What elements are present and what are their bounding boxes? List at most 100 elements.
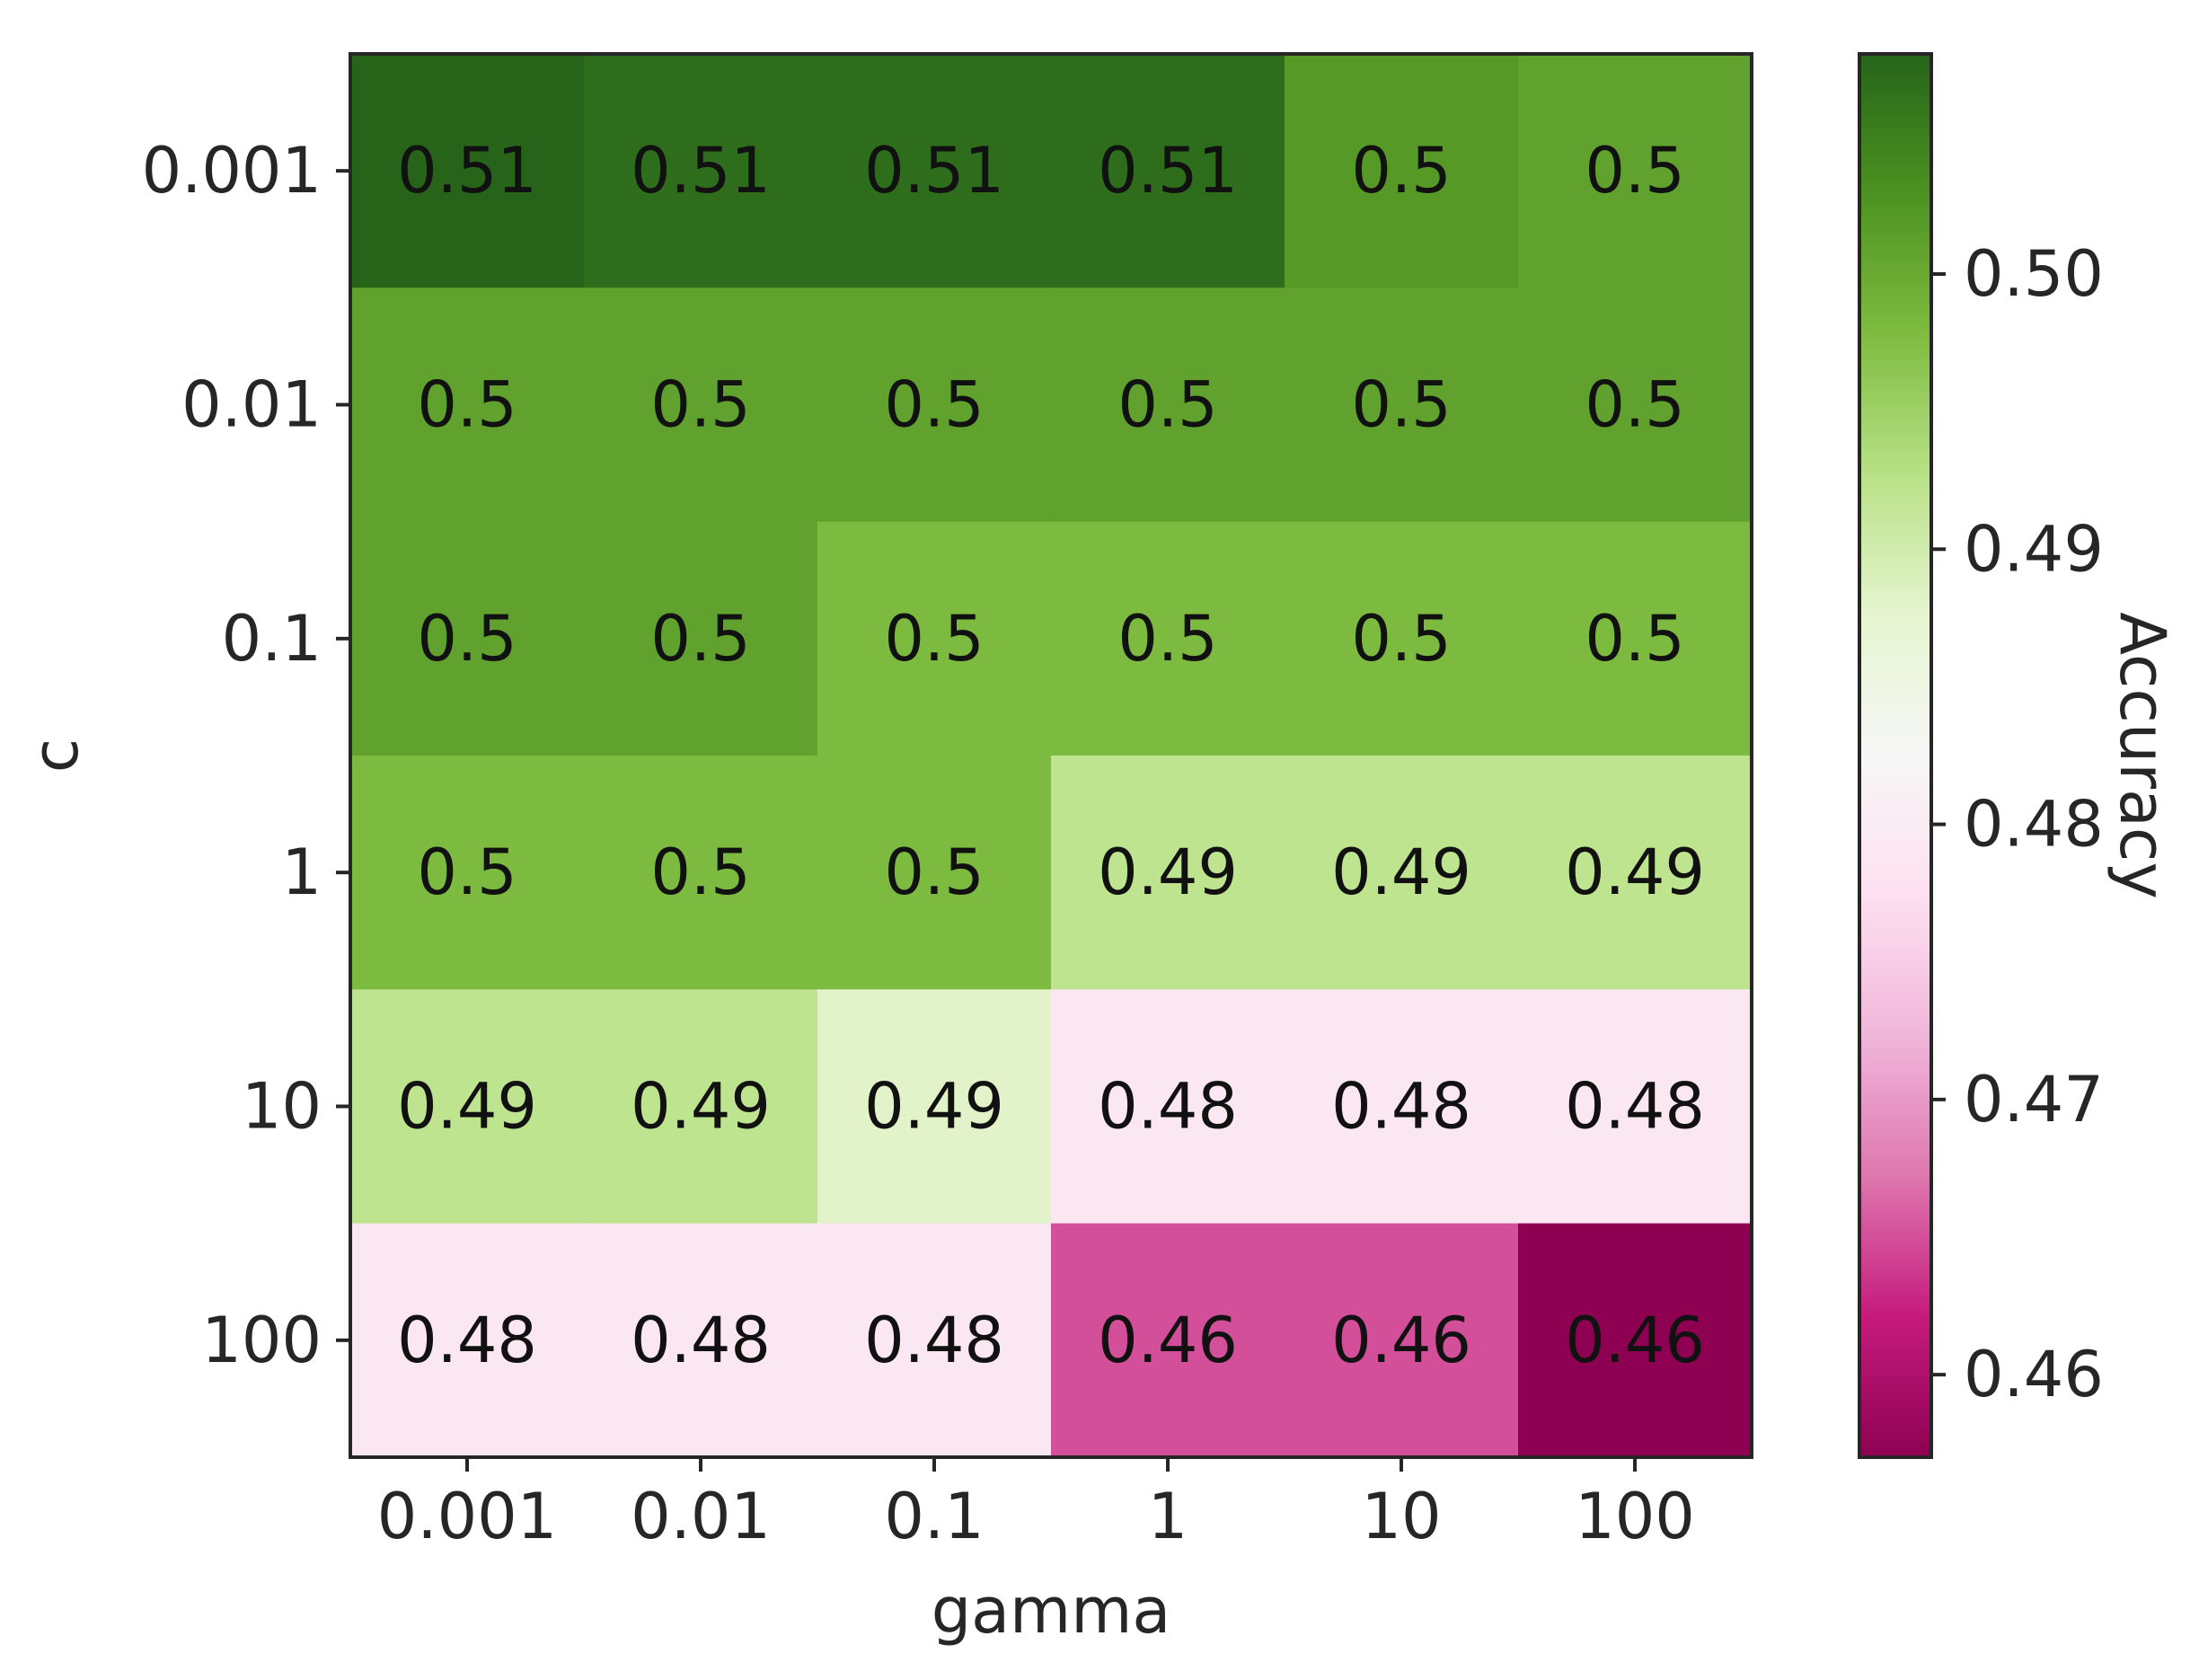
heatmap-cell [1285,54,1519,288]
x-tick-label: 0.1 [884,1480,984,1553]
heatmap-cell [350,756,585,990]
cell-value-label: 0.5 [1117,602,1217,676]
cell-value-label: 0.49 [864,1070,1004,1144]
plot-frame [349,52,1753,1459]
cell-value-label: 0.5 [1351,602,1451,676]
heatmap-cell [1051,989,1285,1225]
cell-value-label: 0.5 [1585,602,1684,676]
heatmap-cell [1285,989,1519,1225]
heatmap-cell [1285,756,1519,990]
heatmap-cell [1285,1223,1519,1458]
cell-value-label: 0.5 [417,368,517,442]
x-axis-label: gamma [932,1574,1171,1648]
cell-value-label: 0.49 [1098,836,1238,909]
cell-value-label: 0.5 [1585,368,1684,442]
colorbar-gradient [1858,52,1933,1459]
heatmap-cell [1285,521,1519,756]
cell-value-label: 0.48 [397,1304,537,1377]
heatmap-cell [1285,287,1519,523]
heatmap-cell [817,756,1052,990]
x-tick-label: 0.001 [377,1480,557,1553]
heatmap-cell [1518,287,1753,523]
cell-value-label: 0.5 [884,836,984,909]
cell-value-label: 0.5 [884,602,984,676]
heatmap-cells [350,54,1753,1458]
cell-value-label: 0.5 [417,836,517,909]
heatmap-cell [817,54,1052,288]
heatmap-cell [817,1223,1052,1458]
cell-value-label: 0.48 [1565,1070,1705,1144]
cell-value-label: 0.48 [1331,1070,1471,1144]
cell-value-label: 0.49 [1331,836,1471,909]
heatmap-cell [584,756,818,990]
heatmap-cell [350,1223,585,1458]
cell-value-label: 0.5 [1351,368,1451,442]
heatmap-cell [584,287,818,523]
heatmap-cell [584,989,818,1225]
heatmap-cell [1051,756,1285,990]
cell-value-label: 0.48 [1098,1070,1238,1144]
colorbar-tick-label: 0.49 [1964,512,2104,586]
heatmap-cell [1518,521,1753,756]
heatmap-cell [817,521,1052,756]
heatmap-cell [584,54,818,288]
cell-value-label: 0.51 [631,134,771,208]
y-tick-label: 100 [201,1304,322,1377]
x-tick-label: 100 [1575,1480,1695,1553]
cell-value-label: 0.49 [631,1070,771,1144]
heatmap-cell [584,521,818,756]
colorbar-tick-label: 0.46 [1964,1338,2104,1411]
heatmap-cell [1518,989,1753,1225]
heatmap-cell [350,54,585,288]
x-tick-label: 1 [1148,1480,1188,1553]
x-tick-label: 0.01 [631,1480,771,1553]
heatmap-cell [1518,756,1753,990]
cell-value-label: 0.5 [1351,134,1451,208]
y-tick-label: 10 [242,1070,322,1144]
cell-value-label: 0.5 [650,836,750,909]
heatmap-cell [1051,54,1285,288]
heatmap-cell [1518,54,1753,288]
colorbar: 0.46 0.47 0.48 0.49 0.50 Accuracy [1858,52,2179,1459]
heatmap-cell [817,287,1052,523]
colorbar-tick-label: 0.48 [1964,788,2104,862]
y-tick-label: 1 [281,836,322,909]
x-tick-label: 10 [1361,1480,1441,1553]
y-tick-label: 0.1 [222,602,322,676]
cell-value-label: 0.5 [650,602,750,676]
y-tick-label: 0.01 [181,368,322,442]
cell-value-label: 0.46 [1331,1304,1471,1377]
cell-value-label: 0.5 [1585,134,1684,208]
cell-value-label: 0.48 [631,1304,771,1377]
cell-value-label: 0.51 [864,134,1004,208]
heatmap-cell [350,521,585,756]
heatmap-cell-labels: 0.51 0.51 0.51 0.51 0.5 0.5 0.5 0.5 0.5 0.5 0.5 0.5… [397,134,1705,1377]
heatmap-cell [1051,287,1285,523]
y-tick-label: 0.001 [142,134,322,208]
colorbar-tick-label: 0.47 [1964,1063,2104,1136]
y-axis-ticks: 0.001 0.01 0.1 1 10 100 [142,134,350,1377]
cell-value-label: 0.5 [884,368,984,442]
colorbar-label: Accuracy [2106,612,2179,899]
heatmap-cell [1051,521,1285,756]
heatmap-cell [1518,1223,1753,1458]
colorbar-ticks: 0.46 0.47 0.48 0.49 0.50 [1931,237,2104,1411]
y-axis-label: c [19,738,93,774]
x-axis-ticks: 0.001 0.01 0.1 1 10 100 [377,1457,1695,1553]
heatmap-cell [350,989,585,1225]
cell-value-label: 0.5 [1117,368,1217,442]
cell-value-label: 0.51 [397,134,537,208]
cell-value-label: 0.5 [417,602,517,676]
colorbar-tick-label: 0.50 [1964,237,2104,311]
heatmap-cell [350,287,585,523]
heatmap-cell [1051,1223,1285,1458]
cell-value-label: 0.51 [1098,134,1238,208]
cell-value-label: 0.49 [397,1070,537,1144]
cell-value-label: 0.49 [1565,836,1705,909]
cell-value-label: 0.46 [1565,1304,1705,1377]
cell-value-label: 0.46 [1098,1304,1238,1377]
cell-value-label: 0.5 [650,368,750,442]
heatmap-cell [817,989,1052,1225]
heatmap-cell [584,1223,818,1458]
